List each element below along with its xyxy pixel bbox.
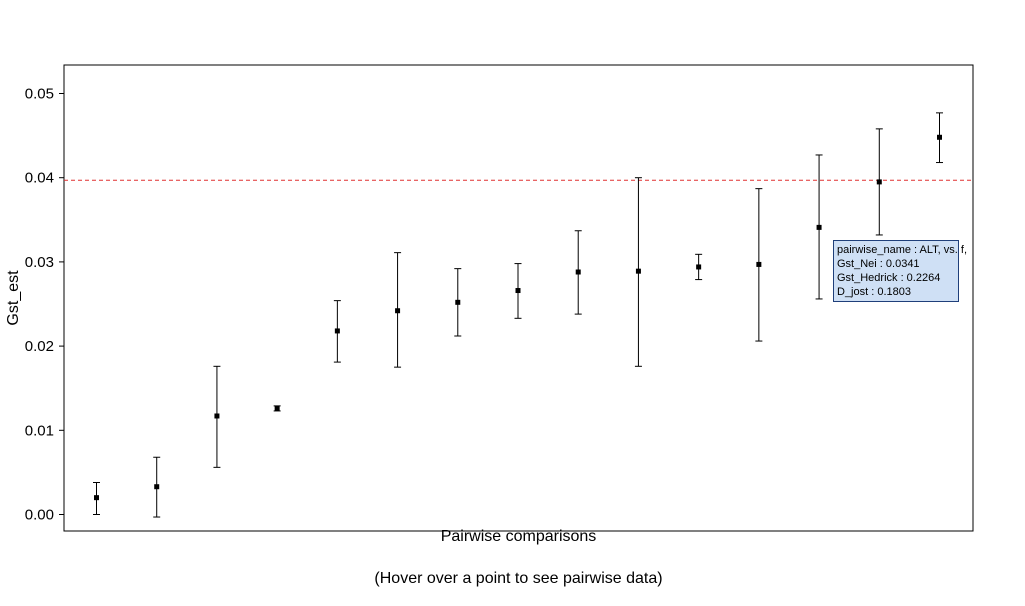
data-point-marker[interactable]	[214, 413, 220, 419]
data-point-marker[interactable]	[816, 224, 822, 230]
data-point-marker[interactable]	[515, 288, 521, 294]
x-axis-label: Pairwise comparisons	[440, 528, 597, 545]
y-tick-label: 0.00	[25, 507, 54, 524]
data-point-group[interactable]	[815, 154, 823, 300]
y-axis-label: Gst_est	[5, 270, 22, 326]
data-point-marker[interactable]	[334, 328, 340, 334]
data-point-marker[interactable]	[575, 269, 581, 275]
data-point-marker[interactable]	[635, 268, 641, 274]
data-point-group[interactable]	[213, 365, 221, 468]
tooltip-gst-hedrick: Gst_Hedrick : 0.2264	[837, 272, 941, 284]
data-point-group[interactable]	[875, 128, 883, 236]
tooltip-d-jost: D_jost : 0.1803	[837, 286, 911, 298]
y-tick-label: 0.02	[25, 338, 54, 355]
tooltip-gst-nei: Gst_Nei : 0.0341	[837, 258, 920, 270]
data-point-group[interactable]	[93, 482, 100, 515]
data-point-group[interactable]	[273, 405, 281, 412]
data-point-marker[interactable]	[876, 179, 882, 185]
data-point-marker[interactable]	[154, 484, 160, 490]
data-point-group[interactable]	[394, 252, 402, 368]
data-point-marker[interactable]	[937, 134, 942, 140]
hover-tooltip: pairwise_name : ALT, vs. f, Gst_Nei : 0.…	[833, 240, 968, 302]
data-point-marker[interactable]	[455, 299, 461, 305]
y-tick-label: 0.05	[25, 86, 54, 103]
hover-caption: (Hover over a point to see pairwise data…	[374, 570, 663, 587]
y-tick-label: 0.04	[25, 170, 54, 187]
data-point-group[interactable]	[514, 263, 522, 319]
data-point-group[interactable]	[936, 112, 943, 164]
data-point-group[interactable]	[574, 230, 582, 315]
data-point-group[interactable]	[153, 456, 161, 518]
data-point-group[interactable]	[634, 177, 642, 367]
data-point-marker[interactable]	[696, 264, 702, 270]
data-point-group[interactable]	[333, 300, 341, 363]
data-point-marker[interactable]	[395, 308, 401, 314]
data-point-marker[interactable]	[756, 261, 762, 267]
data-point-group[interactable]	[695, 253, 703, 281]
data-points	[93, 112, 943, 518]
tooltip-pairwise-name: pairwise_name : ALT, vs. f,	[837, 244, 968, 256]
data-point-group[interactable]	[755, 188, 763, 342]
data-point-group[interactable]	[454, 268, 462, 337]
data-point-marker[interactable]	[274, 405, 280, 411]
data-point-marker[interactable]	[94, 495, 99, 501]
y-tick-label: 0.03	[25, 254, 54, 271]
plot-frame	[63, 64, 974, 532]
y-axis: 0.00 0.01 0.02 0.03 0.04 0.05	[25, 86, 64, 524]
y-tick-label: 0.01	[25, 422, 54, 439]
